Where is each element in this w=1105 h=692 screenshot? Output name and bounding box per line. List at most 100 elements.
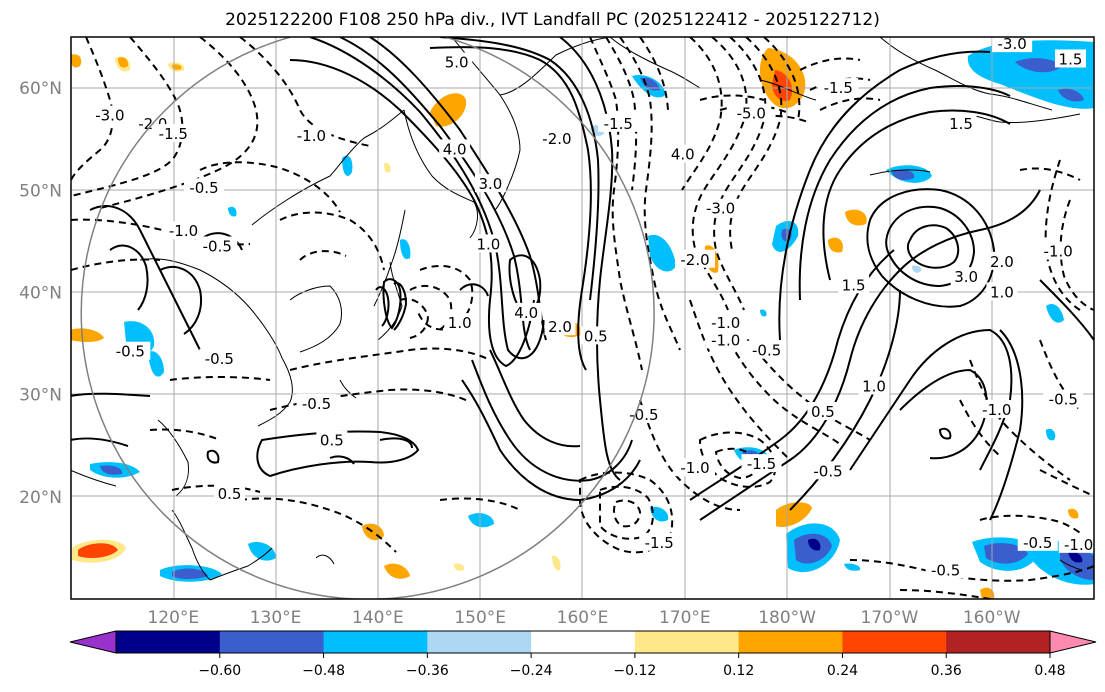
contour-label-bg <box>807 402 839 421</box>
contour-label: -1.5 <box>604 115 633 133</box>
contour-label: 4.0 <box>671 146 695 164</box>
contour-label: -3.0 <box>95 107 124 125</box>
contour-labels: 5.0 -3.0 -2.0 -1.5 -1.0 -0.5 -1.0 -0.5 4.0 3.0 1.0… <box>89 35 1094 579</box>
contour-label-bg <box>741 454 782 473</box>
contour-label: -2.0 <box>680 251 709 269</box>
lat-tick-label: 20°N <box>19 488 62 508</box>
contour-label: -1.0 <box>680 459 709 477</box>
contour-label-bg <box>472 234 504 253</box>
contour-label-bg <box>858 376 890 395</box>
contour-label-bg <box>705 330 746 349</box>
coastlines <box>71 37 1083 581</box>
contour-label-bg <box>925 560 966 579</box>
contour-label: -1.5 <box>645 534 674 552</box>
contour-label-bg <box>818 78 859 97</box>
colorbar-extend-max <box>1049 630 1097 654</box>
contour-label-bg <box>986 251 1018 270</box>
contour-label: -1.0 <box>1064 536 1093 554</box>
contour-label: -0.5 <box>629 406 658 424</box>
contour-label-bg <box>598 113 639 132</box>
contour-label: 1.0 <box>862 377 886 395</box>
contour-label-bg <box>1058 534 1094 553</box>
contour-label: -1.0 <box>711 331 740 349</box>
lon-tick-label: 140°E <box>352 608 404 628</box>
contour-label: 2.0 <box>548 318 572 336</box>
contour-label-bg <box>89 105 130 124</box>
contour-label-bg <box>316 430 348 449</box>
colorbar-level-label: 0.48 <box>1034 663 1065 679</box>
colorbar-frame <box>115 630 1051 654</box>
contour-label-bg <box>838 275 870 294</box>
colorbar-segment <box>116 631 221 653</box>
contour-label-bg <box>444 313 476 332</box>
contour-label: 4.0 <box>514 304 538 322</box>
contour-label-bg <box>731 103 772 122</box>
colorbar-level-label: −0.48 <box>302 663 345 679</box>
contour-label: -0.5 <box>205 350 234 368</box>
contour-label: -0.5 <box>813 462 842 480</box>
contour-label-bg <box>976 399 1017 418</box>
contour-label: 3.0 <box>479 175 503 193</box>
contour-label: -1.0 <box>711 314 740 332</box>
colorbar-level-label: −0.12 <box>613 663 656 679</box>
contour-label-bg <box>992 37 1033 53</box>
contour-label: 2.0 <box>990 253 1014 271</box>
longitude-tick-labels: 120°E 130°E 140°E 150°E 160°E 170°E 180°W 170°W… <box>147 608 1020 628</box>
contour-label: -0.5 <box>752 342 781 360</box>
contour-label: 1.0 <box>990 283 1014 301</box>
lon-tick-label: 130°E <box>250 608 302 628</box>
colorbar-level-label: 0.24 <box>827 663 858 679</box>
contour-label: 4.0 <box>443 140 467 158</box>
contour-label: 1.0 <box>448 314 472 332</box>
colorbar-segment <box>427 631 532 653</box>
colorbar-level-label: 0.36 <box>931 663 962 679</box>
colorbar-level-label: 0.12 <box>723 663 754 679</box>
contour-label: -0.5 <box>1023 534 1052 552</box>
contour-label: -0.5 <box>931 561 960 579</box>
lat-tick-label: 40°N <box>19 283 62 303</box>
contour-label-bg <box>214 483 246 502</box>
contour-label-bg <box>639 532 680 551</box>
contour-label-bg <box>474 174 506 193</box>
contour-label: 5.0 <box>445 54 469 72</box>
contour-label-bg <box>1038 241 1079 260</box>
colorbar-level-label: −0.60 <box>198 663 241 679</box>
colorbar-level-label: −0.36 <box>406 663 449 679</box>
contour-label: -1.5 <box>159 125 188 143</box>
contour-label: 1.5 <box>842 276 866 294</box>
contour-label-bg <box>945 113 977 132</box>
contour-label-bg <box>199 348 240 367</box>
contour-label: 0.5 <box>584 327 608 345</box>
colorbar-labels: −0.60 −0.48 −0.36 −0.24 −0.12 0.12 0.24 0.36 0.4… <box>198 653 1066 679</box>
colorbar-segment <box>531 631 636 653</box>
colorbar-segment <box>842 631 947 653</box>
lon-tick-label: 170°W <box>861 608 919 628</box>
lon-tick-label: 120°E <box>147 608 199 628</box>
colorbar <box>69 630 1097 654</box>
contour-label-bg <box>1043 389 1084 408</box>
contour-label-bg <box>700 198 741 217</box>
colorbar-segment <box>946 631 1051 653</box>
contour-label: -3.0 <box>998 35 1027 53</box>
contour-label-bg <box>950 267 982 286</box>
plot-title: 2025122200 F108 250 hPa div., IVT Landfa… <box>225 10 880 30</box>
lat-tick-label: 30°N <box>19 386 62 406</box>
contour-label-bg <box>439 139 471 158</box>
lat-tick-label: 60°N <box>19 79 62 99</box>
contour-label-bg <box>667 144 699 163</box>
contour-label-bg <box>675 249 716 268</box>
contour-label-bg <box>705 313 746 332</box>
lon-tick-label: 180°W <box>758 608 816 628</box>
contour-label: -0.5 <box>203 237 232 255</box>
contour-label: -1.0 <box>169 222 198 240</box>
analysis-circle <box>80 37 655 599</box>
contour-label: -5.0 <box>737 105 766 123</box>
lat-tick-label: 50°N <box>19 181 62 201</box>
contour-label: -1.5 <box>824 79 853 97</box>
contour-label-bg <box>1054 49 1086 68</box>
contour-label-bg <box>746 340 787 359</box>
contour-label-bg <box>536 129 577 148</box>
contour-label: 1.0 <box>476 235 500 253</box>
contour-label: 1.5 <box>949 115 973 133</box>
map-frame <box>70 36 1095 600</box>
